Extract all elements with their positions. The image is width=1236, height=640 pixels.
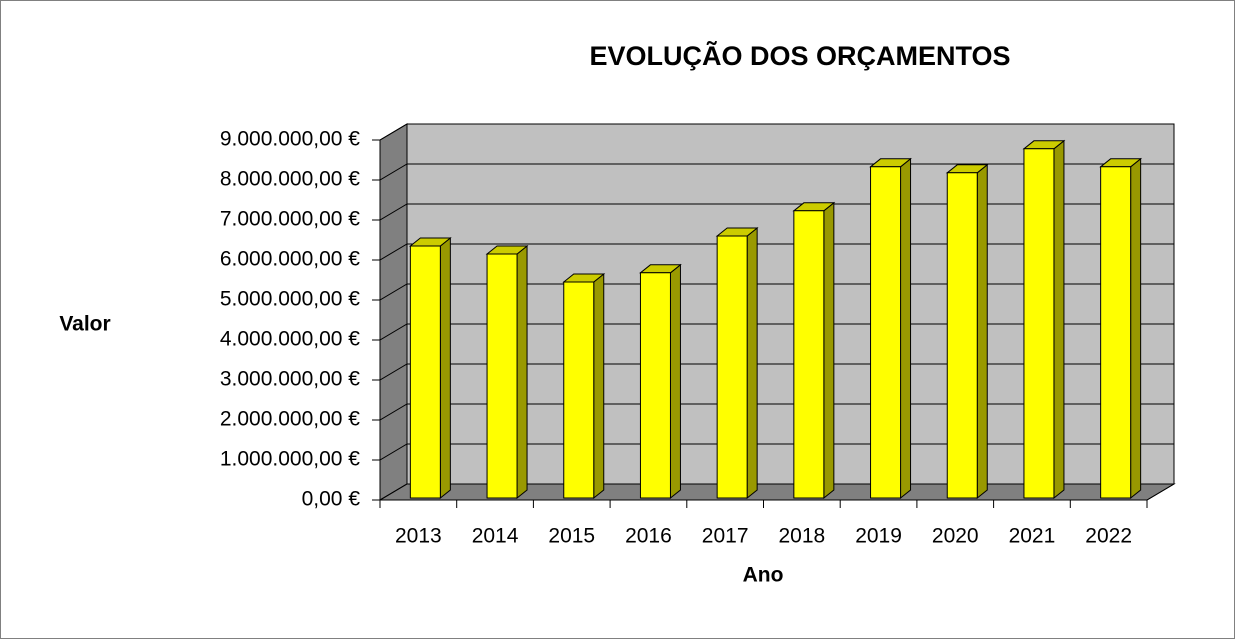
bar [639,263,682,500]
grid-line [379,243,1174,261]
bar-side [900,157,912,500]
bar-side [1130,157,1142,500]
x-tick-label: 2016 [625,525,672,548]
bar-side [976,163,988,500]
bar [715,226,759,500]
bar-side [1053,139,1065,500]
grid-line [379,123,1174,141]
y-tick-label: 5.000.000,00 € [220,288,360,311]
bar-side [516,244,528,500]
x-tick-label: 2015 [548,525,595,548]
x-axis-label: Ano [743,564,784,587]
y-tick-label: 1.000.000,00 € [220,448,360,471]
bar [562,272,606,500]
bar-front [946,172,978,499]
y-tick-label: 3.000.000,00 € [220,368,360,391]
grid-line [379,163,1174,181]
bar [945,163,989,500]
x-tick-label: 2021 [1009,525,1056,548]
x-tick-label: 2017 [702,525,749,548]
bar-front [486,253,518,499]
chart-title: EVOLUÇÃO DOS ORÇAMENTOS [589,40,1010,71]
bar-side [669,263,681,500]
bar [485,244,529,500]
x-tick-label: 2014 [472,525,519,548]
grid-line [379,483,1174,501]
bar-front [1100,166,1132,499]
bar-front [409,245,441,499]
bar-front [870,166,902,499]
y-axis-label: Valor [59,313,110,336]
y-tick-label: 9.000.000,00 € [220,128,360,151]
y-tick-label: 2.000.000,00 € [220,408,360,431]
bar [1022,139,1066,500]
bar-front [639,272,671,499]
bar [792,201,836,500]
bar-front [1023,148,1055,499]
y-tick-label: 6.000.000,00 € [220,248,360,271]
grid-line [379,203,1174,221]
y-tick-label: 7.000.000,00 € [220,208,360,231]
side-wall [379,123,408,501]
x-tick-label: 2013 [395,525,442,548]
bar-front [716,235,748,499]
bar [1099,157,1143,500]
bar [408,236,452,500]
bar-side [746,226,758,500]
grid-line [379,283,1174,301]
bar-side [823,201,835,500]
bar-front [563,281,595,499]
grid-line [379,403,1174,421]
x-tick-label: 2022 [1085,525,1132,548]
x-tick-label: 2019 [855,525,902,548]
grid-line [379,363,1174,381]
y-tick-label: 4.000.000,00 € [220,328,360,351]
bar-side [593,272,605,500]
x-tick-label: 2018 [778,525,825,548]
x-tick-label: 2020 [932,525,979,548]
grid-line [379,323,1174,341]
y-tick-label: 8.000.000,00 € [220,168,360,191]
bar [869,157,912,500]
bar-side [439,236,451,500]
bar-front [793,210,825,499]
y-tick-label: 0,00 € [302,488,361,511]
grid-line [379,443,1174,461]
